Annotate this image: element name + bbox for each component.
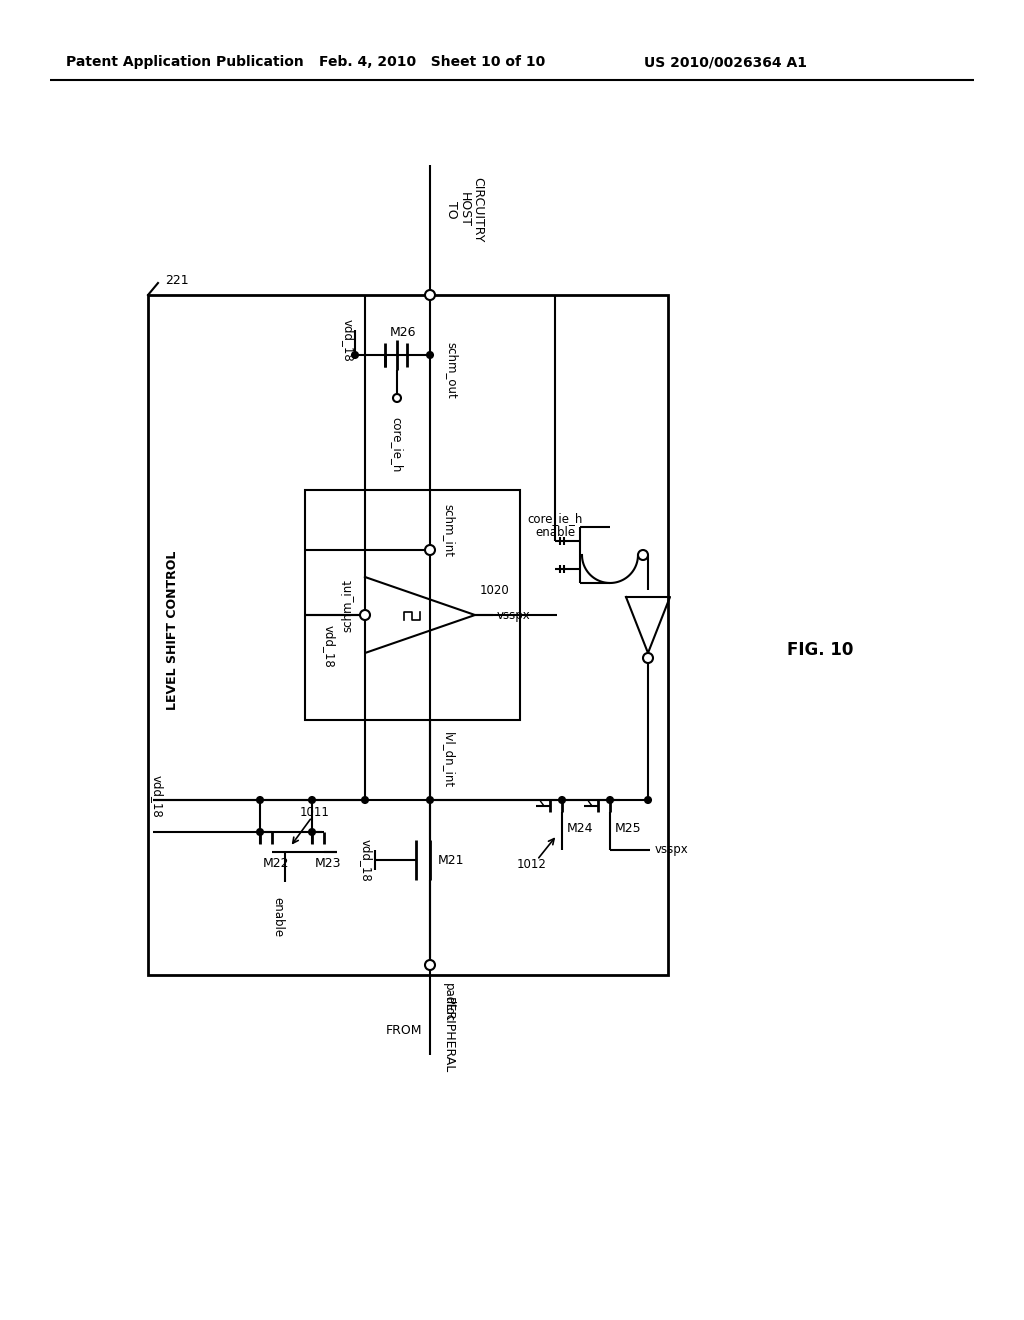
Text: vsspx: vsspx xyxy=(497,609,530,622)
Circle shape xyxy=(425,545,435,554)
Text: core_ie_h: core_ie_h xyxy=(390,417,403,473)
Circle shape xyxy=(309,797,315,803)
Text: vdd_18: vdd_18 xyxy=(342,318,355,362)
Circle shape xyxy=(638,550,648,560)
Text: CIRCUITRY: CIRCUITRY xyxy=(471,177,484,243)
Bar xyxy=(148,294,668,975)
Circle shape xyxy=(427,352,433,358)
Text: lvl_dn_int: lvl_dn_int xyxy=(442,731,455,788)
Text: Patent Application Publication: Patent Application Publication xyxy=(67,55,304,69)
Circle shape xyxy=(559,797,565,803)
Text: vdd_18: vdd_18 xyxy=(360,838,373,882)
Text: padloc: padloc xyxy=(442,983,455,1023)
Text: core_ie_h: core_ie_h xyxy=(527,512,583,525)
Text: M25: M25 xyxy=(615,821,642,834)
Circle shape xyxy=(425,960,435,970)
Circle shape xyxy=(643,653,653,663)
Text: US 2010/0026364 A1: US 2010/0026364 A1 xyxy=(643,55,807,69)
Text: M24: M24 xyxy=(567,821,594,834)
Circle shape xyxy=(362,797,368,803)
Bar xyxy=(305,490,520,719)
Text: M26: M26 xyxy=(390,326,416,339)
Circle shape xyxy=(607,797,613,803)
Circle shape xyxy=(425,290,435,300)
Text: M22: M22 xyxy=(263,857,290,870)
Text: 1020: 1020 xyxy=(480,583,510,597)
Text: 221: 221 xyxy=(165,273,188,286)
Circle shape xyxy=(257,829,263,836)
Circle shape xyxy=(257,797,263,803)
Text: vsspx: vsspx xyxy=(655,843,689,857)
Text: 1012: 1012 xyxy=(517,858,547,871)
Text: M21: M21 xyxy=(438,854,465,866)
Text: 1011: 1011 xyxy=(300,805,330,818)
Circle shape xyxy=(309,829,315,836)
Circle shape xyxy=(645,797,651,803)
Text: FROM: FROM xyxy=(385,1023,422,1036)
Circle shape xyxy=(427,797,433,803)
Text: M23: M23 xyxy=(315,857,341,870)
Text: LEVEL SHIFT CONTROL: LEVEL SHIFT CONTROL xyxy=(166,550,178,710)
Text: enable: enable xyxy=(271,898,285,937)
Circle shape xyxy=(393,393,401,403)
Text: FIG. 10: FIG. 10 xyxy=(786,642,853,659)
Text: enable: enable xyxy=(535,525,575,539)
Text: HOST: HOST xyxy=(458,193,471,227)
Text: schm_int: schm_int xyxy=(442,503,455,557)
Text: PERIPHERAL: PERIPHERAL xyxy=(442,997,455,1073)
Text: schm_int: schm_int xyxy=(340,578,353,631)
Text: vdd_18: vdd_18 xyxy=(323,624,336,668)
Text: schm_out: schm_out xyxy=(445,342,458,399)
Text: vdd_18: vdd_18 xyxy=(151,775,164,818)
Circle shape xyxy=(352,352,358,358)
Text: Feb. 4, 2010   Sheet 10 of 10: Feb. 4, 2010 Sheet 10 of 10 xyxy=(318,55,545,69)
Circle shape xyxy=(360,610,370,620)
Text: TO: TO xyxy=(445,201,458,219)
